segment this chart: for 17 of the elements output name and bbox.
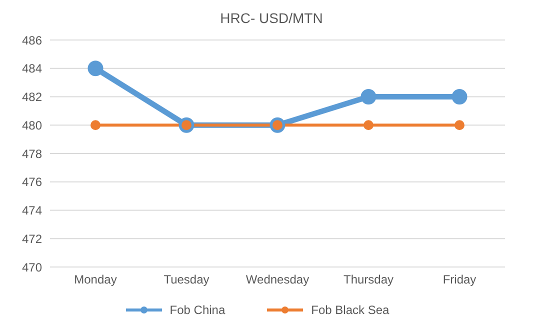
x-tick-label: Monday (74, 272, 117, 287)
x-tick-label: Thursday (343, 272, 394, 287)
y-tick-label: 470 (22, 260, 42, 274)
legend-label: Fob Black Sea (311, 303, 390, 317)
x-tick-label: Wednesday (246, 272, 310, 287)
y-tick-label: 486 (22, 33, 42, 48)
chart-title: HRC- USD/MTN (219, 9, 324, 28)
y-tick-label: 480 (22, 118, 42, 132)
x-tick-label: Friday (442, 272, 476, 287)
y-tick-label: 476 (22, 175, 42, 190)
x-tick-label: Tuesday (164, 272, 210, 287)
y-tick-label: 478 (22, 146, 42, 161)
y-tick-label: 472 (22, 232, 42, 246)
y-tick-label: 484 (22, 62, 42, 76)
legend-label: Fob China (170, 303, 226, 317)
y-tick-label: 482 (22, 90, 42, 104)
y-tick-label: 474 (22, 204, 42, 218)
